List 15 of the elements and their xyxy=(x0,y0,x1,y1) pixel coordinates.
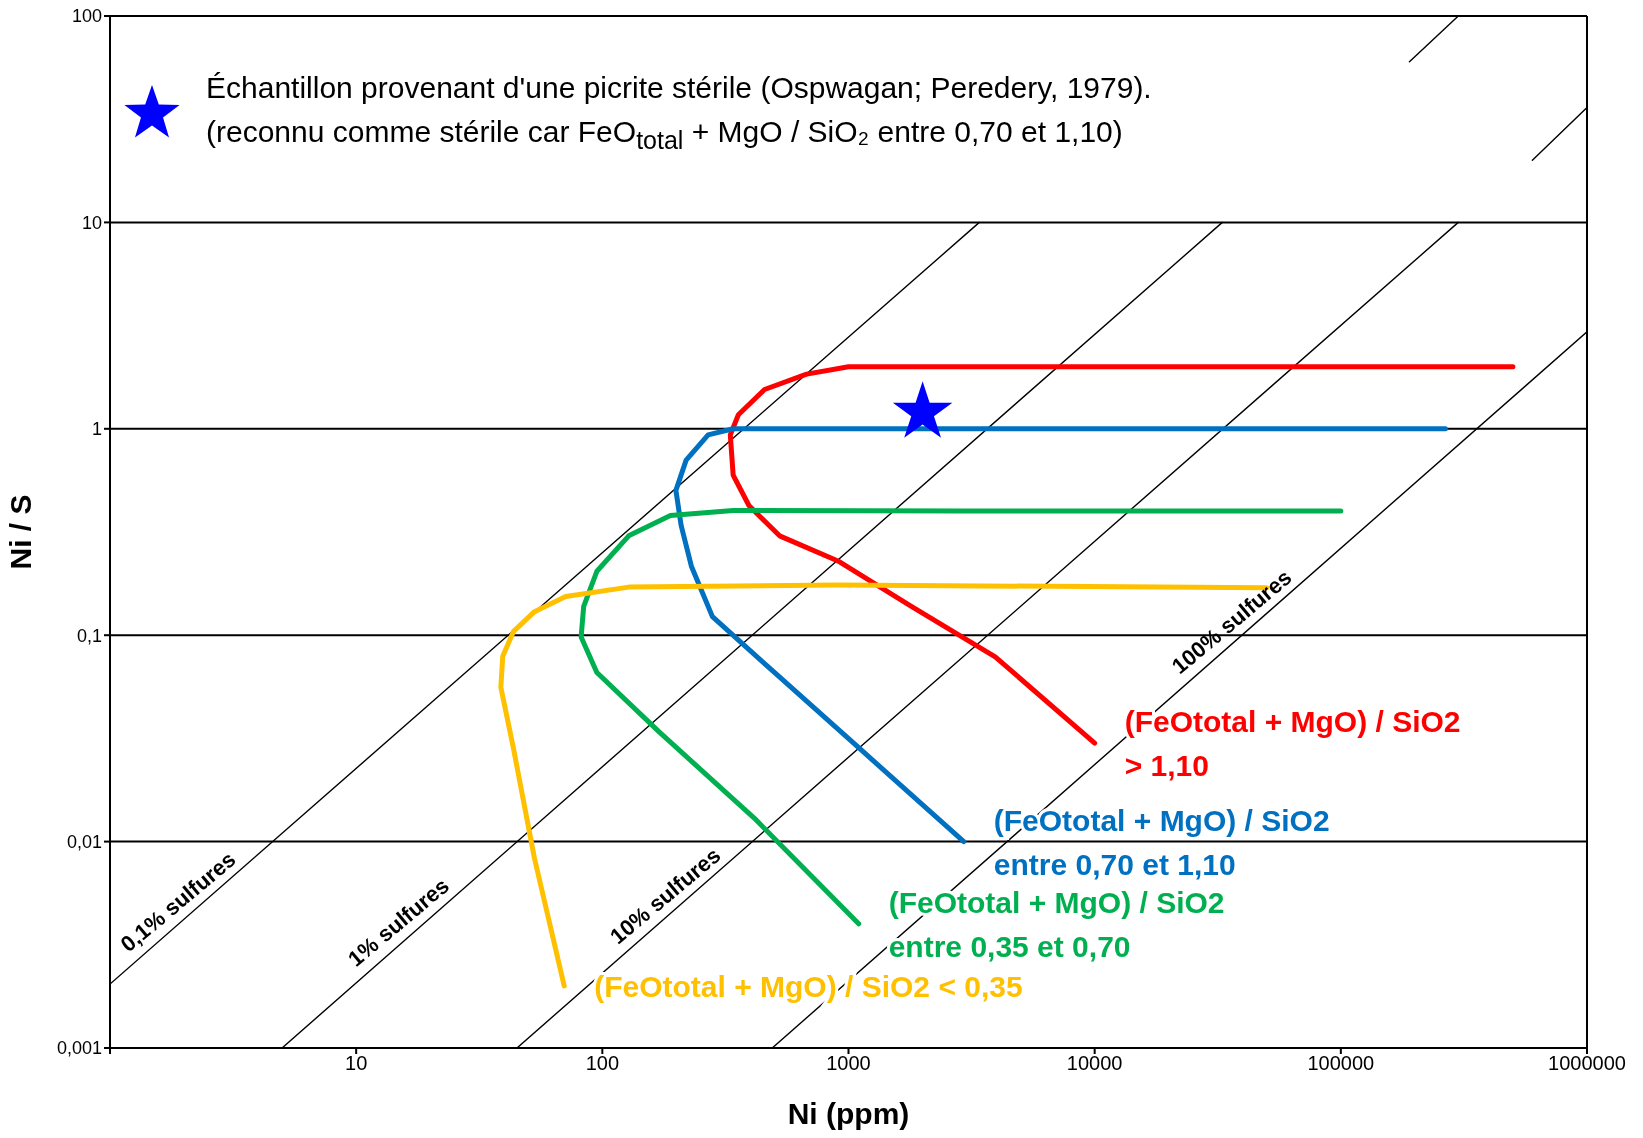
x-tick-label: 100000 xyxy=(1307,1052,1375,1075)
y-tick-label: 100 xyxy=(71,6,102,27)
y-tick-label: 10 xyxy=(81,212,102,233)
y-tick-label: 0,01 xyxy=(66,831,102,852)
x-tick-label: 1000000 xyxy=(1548,1052,1626,1075)
x-axis-title: Ni (ppm) xyxy=(787,1097,910,1130)
x-tick-label: 1000 xyxy=(826,1052,871,1075)
x-tick-label: 10 xyxy=(345,1052,368,1075)
y-tick-label: 0,001 xyxy=(56,1038,102,1059)
x-tick-label: 10000 xyxy=(1066,1052,1123,1075)
x-tick-label: 100 xyxy=(585,1052,620,1075)
y-tick-label: 0,1 xyxy=(76,625,102,646)
y-tick-label: 1 xyxy=(91,419,102,440)
legend-label: Échantillon provenant d'une picrite stérile (Ospwagan; Peredery, 1979). (reconnu comme stérile car FeO$_{total}$ + MgO / SiO₂ entre 0,70 et 1,10) xyxy=(206,70,1152,156)
y-axis-title: Ni / S xyxy=(3,494,37,570)
